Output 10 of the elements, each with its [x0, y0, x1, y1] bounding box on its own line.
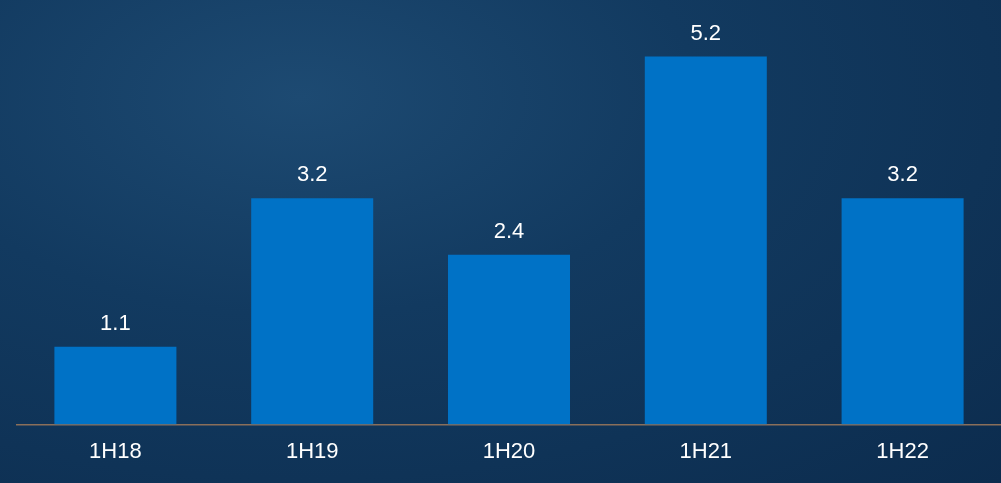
data-label: 3.2 — [296, 161, 328, 187]
data-label: 1.1 — [100, 309, 131, 335]
x-tick-label: 1H21 — [679, 437, 733, 463]
x-tick-label: 1H20 — [482, 437, 536, 463]
data-label: 3.2 — [887, 161, 918, 187]
data-label: 2.4 — [493, 217, 525, 243]
data-label: 5.2 — [690, 19, 722, 45]
x-tick-label: 1H22 — [876, 437, 929, 463]
x-tick-label: 1H19 — [285, 437, 339, 463]
x-tick-label: 1H18 — [89, 437, 142, 463]
